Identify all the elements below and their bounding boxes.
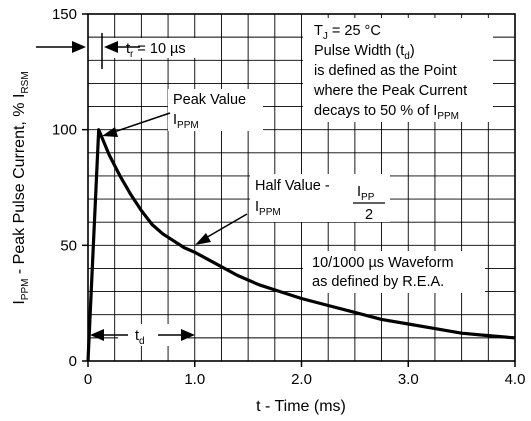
x-tick-label: 2.0 — [291, 371, 312, 388]
y-tick-label: 50 — [60, 237, 77, 254]
half-arrow-shaft — [203, 213, 248, 240]
y-tick-label: 150 — [52, 6, 77, 23]
td-label: td — [135, 328, 145, 347]
pulse-width-label: Pulse Width (td) — [314, 43, 415, 62]
waveform-label-bg — [303, 251, 485, 293]
peak-arrow-head — [102, 127, 118, 137]
tr-right-arrow-head — [104, 41, 118, 53]
half-value-label: Half Value - — [255, 178, 330, 194]
x-tick-label: 0 — [84, 371, 92, 388]
annotation-arrows — [36, 33, 385, 341]
half-label-bg — [250, 174, 390, 222]
y-tick-label: 0 — [69, 353, 77, 370]
x-axis-title: t - Time (ms) — [256, 398, 346, 415]
x-tick-label: 3.0 — [398, 371, 419, 388]
td-label-bg — [118, 324, 188, 346]
x-tick-label: 4.0 — [505, 371, 526, 388]
td-right-arrow-head — [181, 329, 195, 341]
td-left-arrow-head — [90, 329, 104, 341]
half-fraction-denominator: 2 — [365, 207, 373, 223]
peak-value-label: Peak Value — [173, 92, 246, 108]
decays-label: decays to 50 % of IPPM — [314, 103, 459, 122]
axis-ticks: 0 1.0 2.0 3.0 4.0 0 50 100 150 — [52, 6, 525, 388]
waveform-line-2: as defined by R.E.A. — [312, 274, 444, 290]
x-tick-label: 1.0 — [184, 371, 205, 388]
peak-label-bg — [168, 89, 263, 131]
series-line — [86, 128, 516, 362]
defined-line-2: where the Peak Current — [313, 83, 467, 99]
curve-layer — [86, 128, 516, 362]
defined-line-1: is defined as the Point — [314, 63, 457, 79]
half-fraction-numerator: IPP — [357, 184, 375, 203]
peak-arrow-shaft — [110, 112, 171, 134]
y-axis-title: IPPM - Peak Pulse Current, % IRSM — [11, 71, 31, 304]
tr-label: tr = 10 µs — [126, 41, 186, 60]
tj-label: TJ = 25 °C — [314, 23, 381, 42]
y-tick-label: 100 — [52, 122, 77, 139]
peak-ippm-label: IPPM — [173, 112, 199, 131]
tr-label-bg — [103, 38, 221, 58]
waveform-line-1: 10/1000 µs Waveform — [312, 255, 454, 271]
tr-left-arrow-head — [72, 41, 86, 53]
info-box-bg — [303, 18, 493, 122]
half-arrow-head — [195, 233, 211, 245]
half-ippm-label: IPPM — [255, 199, 281, 218]
